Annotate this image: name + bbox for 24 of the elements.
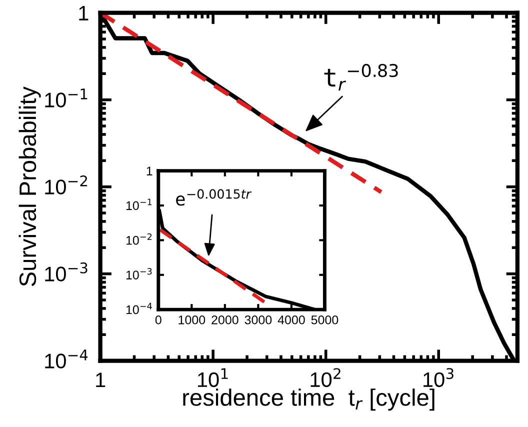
y-tick-label: 10$^{−2}$	[126, 233, 152, 245]
x-tick-label: 0	[155, 315, 162, 324]
y-tick-label: 10$^{−3}$	[45, 262, 88, 282]
y-tick-label: 10$^{−1}$	[126, 198, 152, 210]
x-tick-label: 10$^{3}$	[424, 368, 454, 388]
y-tick-label: 1	[79, 6, 88, 20]
x-tick-label: 4000	[278, 315, 305, 324]
y-tick-label: 10$^{−4}$	[126, 302, 152, 314]
y-axis-title: Survival Probability	[18, 86, 41, 286]
x-tick-label: 10$^{1}$	[198, 368, 228, 388]
x-tick-label: 1	[96, 372, 106, 388]
x-tick-label: 1000	[178, 315, 206, 324]
y-tick-label: 10$^{−4}$	[45, 350, 88, 368]
y-tick-label: 10$^{−3}$	[126, 268, 152, 280]
x-tick-label: 5000	[311, 315, 338, 324]
annotation: t$_{r}$$^{−0.83}$	[324, 64, 398, 91]
x-tick-label: 10$^{2}$	[310, 368, 340, 388]
annotation: e$^{−0.0015tr}$	[176, 189, 252, 206]
x-tick-label: 3000	[244, 315, 272, 324]
x-axis-title: residence time t$_{r}$ [cycle]	[183, 388, 434, 411]
x-tick-label: 2000	[212, 315, 238, 324]
y-tick-label: 10$^{−2}$	[45, 175, 87, 194]
y-tick-label: 10$^{−1}$	[45, 88, 88, 108]
y-tick-label: 1	[146, 166, 152, 176]
